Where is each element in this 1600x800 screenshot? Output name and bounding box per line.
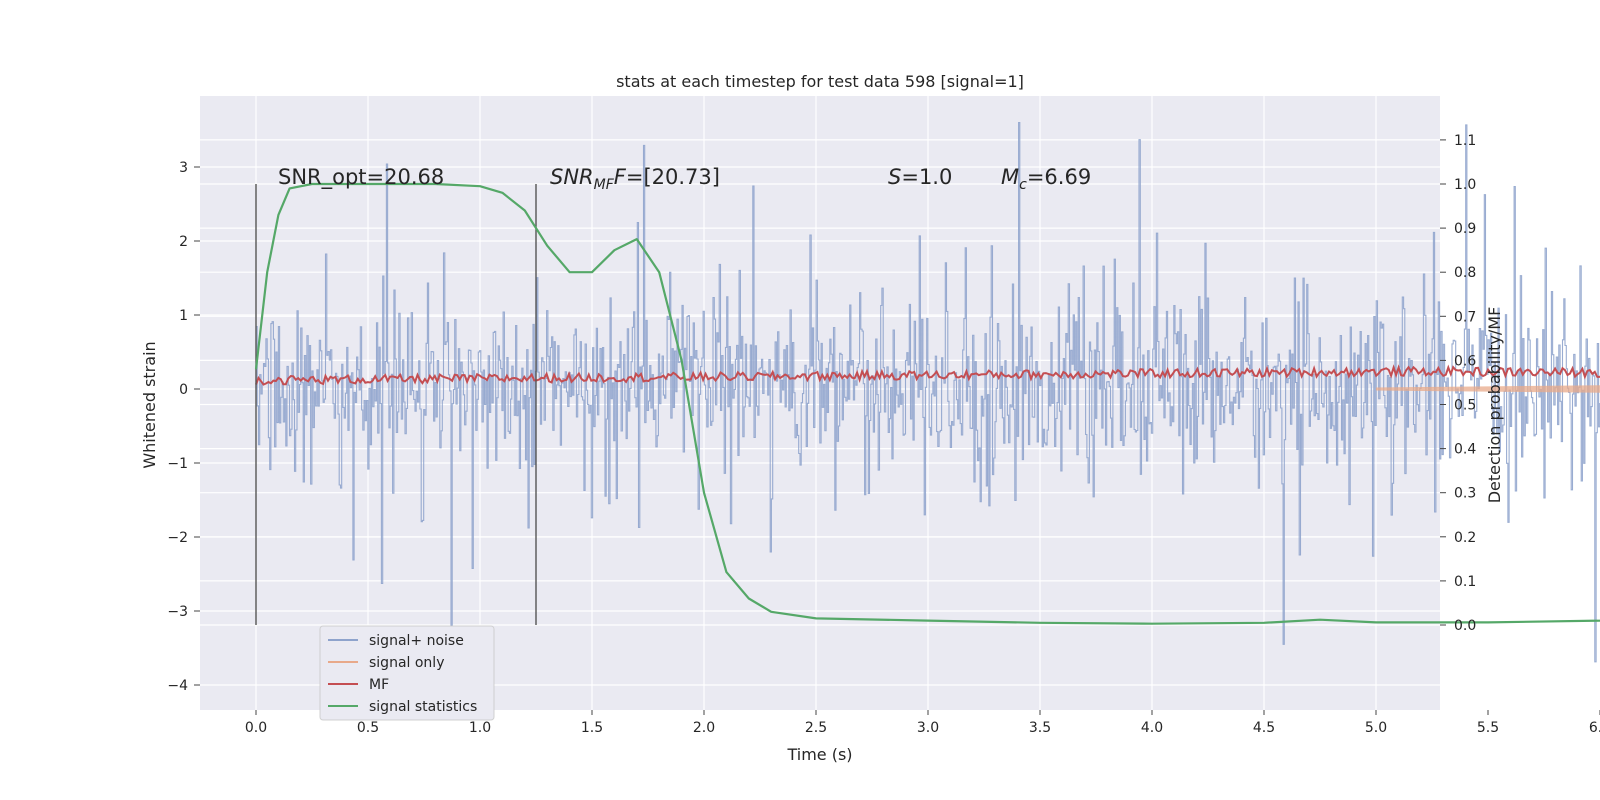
annotation-snr-opt: SNR_opt=20.68 (278, 165, 444, 190)
x-tick-label-10: 5.0 (1365, 720, 1387, 736)
y-right-tick-label-9: 0.9 (1454, 221, 1476, 237)
x-tick-label-2: 1.0 (469, 720, 491, 736)
y-right-tick-label-4: 0.4 (1454, 442, 1476, 458)
legend-label-signal-only: signal only (369, 655, 444, 671)
series-signal-statistics (254, 182, 1600, 625)
annotation-s-symbol: S (888, 165, 901, 189)
y-right-tick-label-8: 0.8 (1454, 265, 1476, 281)
signal-statistics-trace (254, 182, 1600, 625)
tick-labels: 0.00.51.01.52.02.53.03.54.04.55.05.56.06… (167, 133, 1600, 736)
vertical-markers (255, 184, 537, 625)
y-axis-right-label: Detection probability/MF (1485, 307, 1504, 504)
y-left-tick-label-7: 3 (179, 160, 188, 176)
annotation-mc-value: =6.69 (1027, 165, 1091, 189)
y-right-tick-label-10: 1.0 (1454, 177, 1476, 193)
y-left-tick-label-4: 0 (179, 382, 188, 398)
y-axis-left-label: Whitened strain (140, 341, 159, 468)
y-right-tick-label-2: 0.2 (1454, 530, 1476, 546)
x-tick-label-7: 3.5 (1029, 720, 1051, 736)
x-tick-label-12: 6.0 (1589, 720, 1600, 736)
x-tick-label-11: 5.5 (1477, 720, 1499, 736)
y-left-tick-label-6: 2 (179, 234, 188, 250)
y-left-tick-label-0: −4 (167, 678, 188, 694)
annotation-snr-mf-subscript: MF (594, 177, 615, 193)
x-tick-label-5: 2.5 (805, 720, 827, 736)
mf-trace (255, 364, 1600, 386)
x-tick-label-3: 1.5 (581, 720, 603, 736)
annotation-s: S=1.0 (888, 165, 952, 189)
y-left-tick-label-3: −1 (167, 456, 188, 472)
signal-only-envelope (1376, 385, 1600, 393)
legend-box (319, 625, 495, 721)
chart-title: stats at each timestep for test data 598… (616, 72, 1024, 91)
annotation-snr-mf-value: =[20.73] (626, 165, 720, 189)
annotation-mc-subscript: c (1019, 177, 1027, 193)
legend-label-signal-noise: signal+ noise (369, 633, 464, 649)
series-signal-noise (255, 122, 1600, 663)
y-right-tick-label-11: 1.1 (1454, 133, 1476, 149)
y-right-tick-label-0: 0.0 (1454, 618, 1476, 634)
y-right-tick-label-5: 0.5 (1454, 398, 1476, 414)
y-left-tick-label-5: 1 (179, 308, 188, 324)
y-left-tick-label-2: −2 (167, 530, 188, 546)
y-right-tick-label-7: 0.7 (1454, 309, 1476, 325)
y-left-tick-label-1: −3 (167, 604, 188, 620)
annotation-s-value: =1.0 (901, 165, 952, 189)
y-right-tick-label-1: 0.1 (1454, 574, 1476, 590)
noise-trace (255, 122, 1600, 663)
series-signal-only (1376, 385, 1600, 393)
x-tick-label-9: 4.5 (1253, 720, 1275, 736)
annotation-snr-mf-symbol: SNR (550, 165, 594, 189)
series-mf (255, 364, 1600, 386)
annotation-mc-symbol: M (1001, 165, 1019, 189)
x-axis-label: Time (s) (786, 745, 852, 764)
annotation-snr-mf: SNRMFF=[20.73] (550, 165, 720, 193)
y-right-tick-label-3: 0.3 (1454, 486, 1476, 502)
annotation-snr-mf-f: F (614, 165, 627, 189)
x-tick-label-6: 3.0 (917, 720, 939, 736)
legend: signal+ noise signal only MF signal stat… (319, 625, 495, 721)
legend-label-mf: MF (369, 677, 389, 693)
x-tick-label-1: 0.5 (357, 720, 379, 736)
x-tick-label-4: 2.0 (693, 720, 715, 736)
legend-label-signal-statistics: signal statistics (369, 699, 477, 715)
y-right-tick-label-6: 0.6 (1454, 353, 1476, 369)
x-tick-label-0: 0.0 (245, 720, 267, 736)
x-tick-label-8: 4.0 (1141, 720, 1163, 736)
annotation-mc: Mc=6.69 (1001, 165, 1091, 193)
